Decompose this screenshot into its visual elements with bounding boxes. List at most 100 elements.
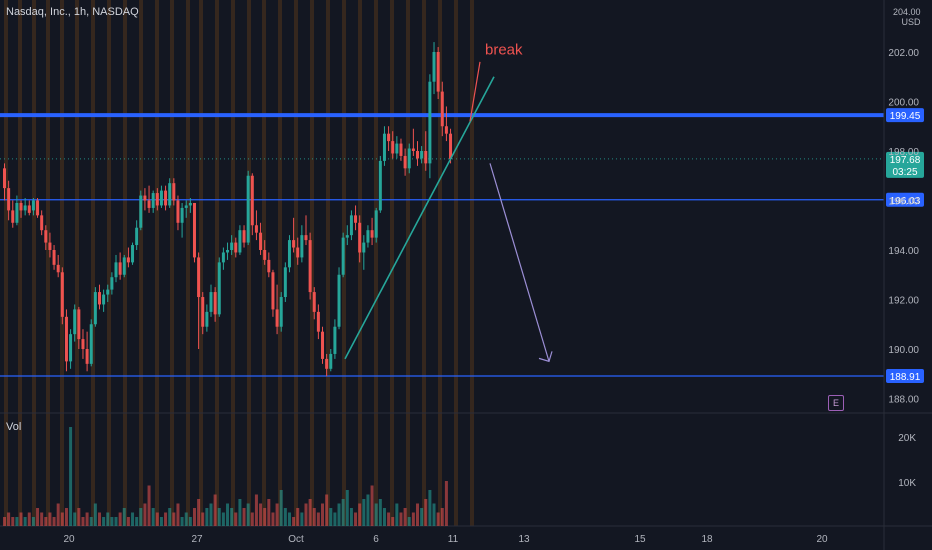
- volume-tick-label: 10K: [898, 478, 916, 489]
- volume-bar: [358, 503, 362, 526]
- session-stripe: [139, 0, 143, 526]
- session-stripe: [438, 0, 442, 526]
- volume-bar: [395, 503, 399, 526]
- volume-bar: [267, 499, 271, 526]
- session-stripe: [107, 0, 111, 526]
- candle-body: [64, 316, 68, 362]
- volume-bar: [85, 512, 89, 526]
- candle-body: [23, 205, 27, 211]
- candle-body: [424, 151, 428, 164]
- volume-bar: [424, 499, 428, 526]
- volume-bar: [283, 508, 287, 526]
- volume-bar: [48, 512, 52, 526]
- candle-body: [114, 262, 118, 278]
- volume-bar: [60, 512, 64, 526]
- volume-bar: [238, 499, 242, 526]
- candle-body: [106, 289, 110, 295]
- candle-body: [250, 175, 254, 226]
- candle-body: [48, 242, 52, 250]
- candle-body: [287, 240, 291, 268]
- candle-body: [399, 143, 403, 156]
- volume-bar: [56, 503, 60, 526]
- candle-body: [370, 230, 374, 238]
- candle-body: [349, 215, 353, 236]
- volume-bar: [374, 503, 378, 526]
- candle-body: [234, 242, 238, 253]
- session-stripe: [4, 0, 8, 526]
- candle-body: [52, 250, 56, 265]
- session-stripe: [326, 0, 330, 526]
- volume-bar: [387, 512, 391, 526]
- candle-body: [172, 183, 176, 201]
- volume-bar: [27, 512, 31, 526]
- volume-bar: [254, 494, 258, 526]
- candle-body: [333, 326, 337, 354]
- candle-body: [304, 235, 308, 241]
- session-stripe: [170, 0, 174, 526]
- candle-body: [180, 207, 184, 223]
- session-stripe: [374, 0, 378, 526]
- candle-body: [69, 334, 73, 362]
- volume-bar: [234, 512, 238, 526]
- price-axis[interactable]: 188.00 190.00 192.00 194.00 196.00 198.00 200.…: [883, 0, 919, 550]
- candle-body: [263, 250, 267, 260]
- candle-body: [201, 297, 205, 327]
- volume-bar: [64, 508, 68, 526]
- volume-bar: [122, 508, 126, 526]
- candle-body: [217, 262, 221, 315]
- candle-body: [73, 309, 77, 335]
- candle-body: [226, 250, 230, 253]
- candle-body: [279, 297, 283, 327]
- candle-body: [213, 292, 217, 315]
- volume-bar: [213, 494, 217, 526]
- volume-bar: [250, 512, 254, 526]
- volume-bar: [407, 517, 411, 526]
- candle-body: [11, 210, 15, 223]
- candle-body: [337, 274, 341, 327]
- candle-body: [354, 215, 358, 223]
- volume-bar: [52, 517, 56, 526]
- session-stripes: [4, 0, 474, 526]
- volume-bar: [139, 508, 143, 526]
- session-stripe: [199, 0, 203, 526]
- volume-bar: [201, 512, 205, 526]
- candle-body: [230, 242, 234, 250]
- session-stripe: [262, 0, 266, 526]
- volume-bar: [259, 503, 263, 526]
- volume-bar: [325, 494, 329, 526]
- volume-bar: [316, 512, 320, 526]
- volume-bar: [444, 481, 448, 526]
- last-price-tag: [886, 151, 924, 178]
- currency-label: 204.00 USD: [893, 7, 921, 27]
- candle-body: [7, 188, 11, 211]
- candle-body: [209, 292, 213, 312]
- volume-bar: [382, 508, 386, 526]
- volume-bar: [411, 512, 415, 526]
- level-price-tag: [886, 192, 924, 207]
- break-pointer: [469, 61, 481, 122]
- break-annotation-label: break: [485, 42, 523, 59]
- level-price-label: 199.45: [890, 111, 921, 122]
- candle-body: [283, 267, 287, 298]
- level-price-tag: [886, 368, 924, 383]
- session-stripe: [390, 0, 394, 526]
- candle-body: [139, 195, 143, 228]
- volume-bar: [209, 503, 213, 526]
- volume-bar: [114, 517, 118, 526]
- volume-bar: [110, 517, 114, 526]
- candle-body: [246, 175, 250, 243]
- earnings-badge[interactable]: E: [828, 395, 844, 411]
- candle-body: [254, 225, 258, 233]
- candle-body: [97, 292, 101, 305]
- volume-bar: [221, 512, 225, 526]
- session-stripe: [310, 0, 314, 526]
- candle-body: [221, 252, 225, 263]
- drawings[interactable]: break: [344, 42, 553, 363]
- time-axis[interactable]: 20 27 Oct 6 11 13 15 18 20: [63, 534, 828, 545]
- candle-body: [155, 193, 159, 206]
- candle-body: [440, 91, 444, 127]
- session-stripe: [18, 0, 22, 526]
- volume-bar: [263, 508, 267, 526]
